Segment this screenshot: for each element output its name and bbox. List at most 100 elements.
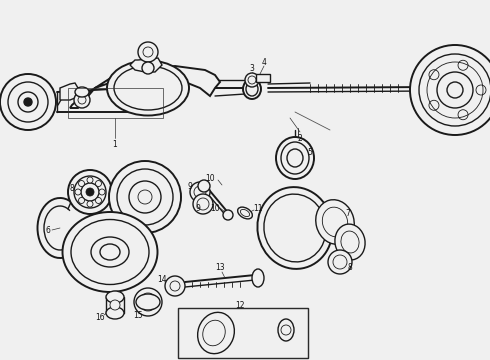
- Circle shape: [142, 62, 154, 74]
- Ellipse shape: [136, 294, 160, 310]
- Circle shape: [117, 169, 173, 225]
- Ellipse shape: [322, 207, 348, 237]
- Ellipse shape: [197, 312, 234, 354]
- Circle shape: [18, 92, 38, 112]
- Circle shape: [437, 72, 473, 108]
- Circle shape: [87, 177, 93, 183]
- Ellipse shape: [238, 207, 252, 219]
- Ellipse shape: [276, 137, 314, 179]
- Circle shape: [110, 300, 120, 310]
- Circle shape: [198, 180, 210, 192]
- Circle shape: [458, 60, 468, 70]
- Circle shape: [139, 293, 157, 311]
- Circle shape: [68, 170, 112, 214]
- Ellipse shape: [316, 200, 354, 244]
- Circle shape: [419, 54, 490, 126]
- Ellipse shape: [341, 231, 359, 253]
- Text: 8: 8: [347, 264, 352, 273]
- Circle shape: [8, 82, 48, 122]
- Polygon shape: [70, 66, 220, 108]
- Ellipse shape: [91, 237, 129, 267]
- Text: 11: 11: [253, 203, 263, 212]
- Circle shape: [99, 189, 105, 195]
- Text: 2: 2: [297, 134, 302, 143]
- Text: 10: 10: [205, 174, 215, 183]
- Circle shape: [109, 161, 181, 233]
- Text: 12: 12: [235, 302, 245, 310]
- Text: 15: 15: [133, 311, 143, 320]
- Ellipse shape: [257, 187, 333, 269]
- Ellipse shape: [106, 307, 124, 319]
- Circle shape: [476, 85, 486, 95]
- Circle shape: [96, 180, 101, 186]
- Circle shape: [223, 210, 233, 220]
- Ellipse shape: [246, 82, 258, 96]
- Circle shape: [78, 198, 84, 203]
- Ellipse shape: [114, 66, 182, 110]
- Circle shape: [165, 276, 185, 296]
- Ellipse shape: [63, 212, 157, 292]
- Text: 16: 16: [95, 314, 105, 323]
- Text: 9: 9: [188, 181, 193, 190]
- Ellipse shape: [107, 60, 189, 116]
- Ellipse shape: [203, 320, 225, 346]
- Ellipse shape: [100, 244, 120, 260]
- Circle shape: [429, 100, 439, 110]
- Circle shape: [138, 190, 152, 204]
- Text: 5: 5: [308, 148, 313, 157]
- Text: 1: 1: [113, 140, 118, 149]
- Circle shape: [0, 74, 56, 130]
- Circle shape: [74, 176, 106, 208]
- Circle shape: [248, 76, 256, 84]
- Text: 4: 4: [262, 58, 267, 67]
- Circle shape: [86, 188, 94, 196]
- Ellipse shape: [278, 319, 294, 341]
- Circle shape: [245, 73, 259, 87]
- Text: 8: 8: [70, 184, 74, 193]
- Circle shape: [458, 110, 468, 120]
- Ellipse shape: [281, 142, 309, 174]
- Ellipse shape: [287, 149, 303, 167]
- Bar: [68, 88, 163, 118]
- Circle shape: [24, 98, 32, 106]
- Circle shape: [197, 198, 209, 210]
- Circle shape: [190, 182, 210, 202]
- Bar: [178, 308, 308, 358]
- Circle shape: [447, 82, 463, 98]
- Circle shape: [138, 42, 158, 62]
- Polygon shape: [60, 83, 78, 100]
- Circle shape: [281, 325, 291, 335]
- Ellipse shape: [106, 291, 124, 303]
- Bar: [178, 308, 308, 358]
- Ellipse shape: [264, 194, 326, 262]
- Ellipse shape: [252, 269, 264, 287]
- Circle shape: [193, 194, 213, 214]
- Circle shape: [333, 255, 347, 269]
- Text: 10: 10: [210, 203, 220, 212]
- Circle shape: [429, 70, 439, 80]
- Circle shape: [74, 92, 90, 108]
- Ellipse shape: [241, 210, 249, 217]
- Circle shape: [75, 189, 81, 195]
- Polygon shape: [130, 58, 162, 72]
- Circle shape: [96, 198, 101, 203]
- Circle shape: [194, 186, 206, 198]
- Text: 3: 3: [249, 63, 254, 72]
- Text: 9: 9: [196, 203, 200, 212]
- Circle shape: [134, 288, 162, 316]
- Text: 6: 6: [46, 225, 50, 234]
- Circle shape: [143, 47, 153, 57]
- Ellipse shape: [71, 220, 149, 284]
- Text: 13: 13: [215, 264, 225, 273]
- Circle shape: [87, 201, 93, 207]
- Ellipse shape: [243, 79, 261, 99]
- Circle shape: [328, 250, 352, 274]
- Ellipse shape: [335, 224, 365, 260]
- Ellipse shape: [75, 87, 89, 97]
- Circle shape: [129, 181, 161, 213]
- Text: 7: 7: [345, 208, 350, 217]
- Text: 14: 14: [157, 275, 167, 284]
- Circle shape: [410, 45, 490, 135]
- Circle shape: [81, 183, 99, 201]
- Bar: [256, 74, 270, 82]
